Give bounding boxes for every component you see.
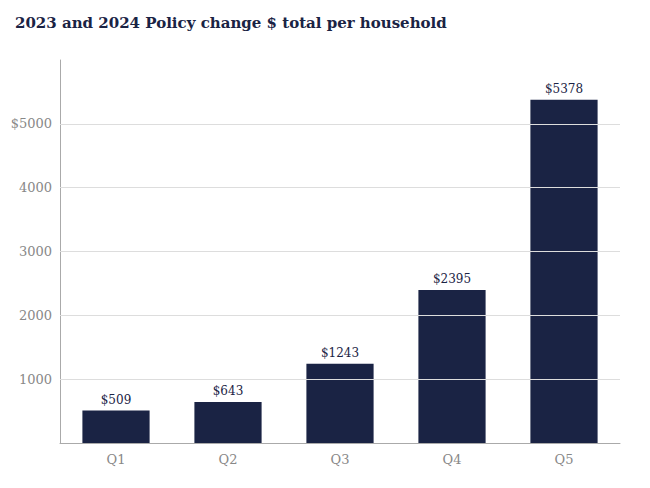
- svg-text:$5378: $5378: [545, 82, 583, 96]
- svg-text:4000: 4000: [19, 180, 52, 195]
- svg-text:Q1: Q1: [107, 452, 126, 467]
- svg-text:3000: 3000: [19, 244, 52, 259]
- svg-text:Q5: Q5: [555, 452, 574, 467]
- svg-text:2000: 2000: [19, 308, 52, 323]
- svg-text:Q2: Q2: [219, 452, 238, 467]
- svg-text:$643: $643: [213, 384, 244, 398]
- svg-text:Q3: Q3: [331, 452, 350, 467]
- svg-text:$509: $509: [101, 393, 132, 407]
- svg-text:Q4: Q4: [443, 452, 462, 467]
- svg-text:$1243: $1243: [321, 346, 359, 360]
- svg-text:$5000: $5000: [11, 116, 52, 131]
- svg-text:1000: 1000: [19, 372, 52, 387]
- svg-text:$2395: $2395: [433, 272, 471, 286]
- svg-text:2023 and 2024 Policy change $: 2023 and 2024 Policy change $ total per …: [15, 14, 447, 32]
